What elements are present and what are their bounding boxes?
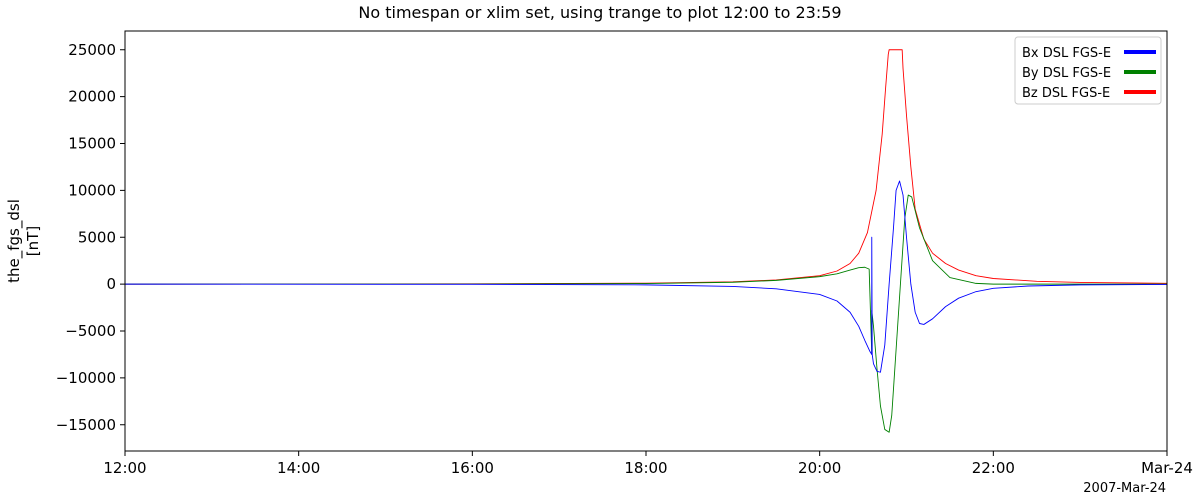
y-tick-label: −10000 bbox=[56, 369, 116, 387]
y-tick-label: −5000 bbox=[65, 322, 116, 340]
y-axis: 25000 20000 15000 10000 5000 0 −5000 −10000 −150… bbox=[56, 41, 125, 434]
x-tick-label: 20:00 bbox=[798, 459, 841, 477]
series-line-by bbox=[125, 194, 1167, 433]
series-line-bz bbox=[125, 49, 1167, 285]
series-line-bx bbox=[125, 180, 1167, 373]
date-label: 2007-Mar-24 bbox=[1083, 481, 1166, 496]
chart-title: No timespan or xlim set, using trange to… bbox=[358, 3, 841, 22]
x-axis: 12:00 14:00 16:00 18:00 20:00 22:00 Mar-24 bbox=[103, 451, 1193, 477]
x-tick-label: 22:00 bbox=[972, 459, 1015, 477]
y-axis-label-line1: the_fgs_dsl bbox=[5, 199, 24, 283]
x-tick-label: 18:00 bbox=[624, 459, 667, 477]
legend-label: By DSL FGS-E bbox=[1022, 66, 1111, 81]
x-tick-label: 12:00 bbox=[103, 459, 146, 477]
y-tick-label: 25000 bbox=[68, 41, 116, 59]
legend-label: Bz DSL FGS-E bbox=[1022, 86, 1110, 101]
legend: Bx DSL FGS-E By DSL FGS-E Bz DSL FGS-E bbox=[1014, 36, 1162, 105]
x-tick-label: Mar-24 bbox=[1141, 459, 1193, 477]
plot-area bbox=[124, 30, 1168, 452]
series-group bbox=[125, 49, 1167, 433]
y-tick-label: 20000 bbox=[68, 88, 116, 106]
plot-frame bbox=[124, 30, 1168, 452]
y-tick-label: 15000 bbox=[68, 135, 116, 153]
y-axis-label-line2: [nT] bbox=[24, 226, 42, 256]
x-tick-label: 14:00 bbox=[277, 459, 320, 477]
y-tick-label: 5000 bbox=[78, 228, 116, 246]
legend-label: Bx DSL FGS-E bbox=[1022, 46, 1111, 61]
y-tick-label: 0 bbox=[106, 275, 116, 293]
x-tick-label: 16:00 bbox=[451, 459, 494, 477]
y-axis-label: the_fgs_dsl [nT] bbox=[5, 199, 42, 283]
y-tick-label: 10000 bbox=[68, 181, 116, 199]
y-tick-label: −15000 bbox=[56, 416, 116, 434]
